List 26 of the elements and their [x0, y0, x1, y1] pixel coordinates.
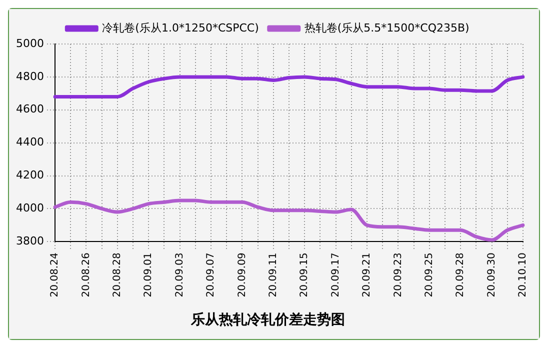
x-tick-label: 20.09.03: [174, 252, 186, 298]
x-tick-label: 20.09.28: [455, 252, 466, 298]
x-tick-label: 20.09.11: [268, 252, 279, 298]
y-tick-label: 4800: [16, 70, 44, 83]
y-tick-label: 5000: [16, 36, 44, 50]
y-tick-label: 4000: [16, 202, 44, 215]
y-tick-label: 4600: [16, 102, 44, 116]
x-tick-label: 20.09.30: [486, 252, 498, 298]
y-tick-label: 4200: [16, 168, 44, 182]
legend-label: 热轧卷(乐从5.5*1500*CQ235B): [304, 21, 470, 34]
x-tick-label: 20.08.24: [50, 252, 61, 298]
x-tick-label: 20.09.17: [330, 252, 342, 298]
x-tick-label: 20.08.28: [112, 252, 123, 298]
x-tick-label: 20.09.23: [392, 252, 404, 298]
x-tick-label: 20.09.25: [424, 252, 435, 298]
x-tick-label: 20.09.09: [236, 252, 248, 298]
x-tick-label: 20.09.21: [362, 252, 373, 298]
x-tick-label: 20.10.10: [518, 252, 529, 298]
x-tick-label: 20.09.07: [206, 252, 217, 298]
x-tick-label: 20.09.15: [299, 252, 310, 298]
y-tick-label: 3800: [16, 234, 44, 248]
y-tick-label: 4400: [16, 136, 44, 149]
x-tick-label: 20.08.26: [80, 252, 92, 298]
legend-label: 冷轧卷(乐从1.0*1250*CSPCC): [102, 21, 259, 34]
text: 乐从热轧冷轧价差走势图: [190, 311, 345, 328]
x-tick-label: 20.09.01: [143, 252, 154, 298]
